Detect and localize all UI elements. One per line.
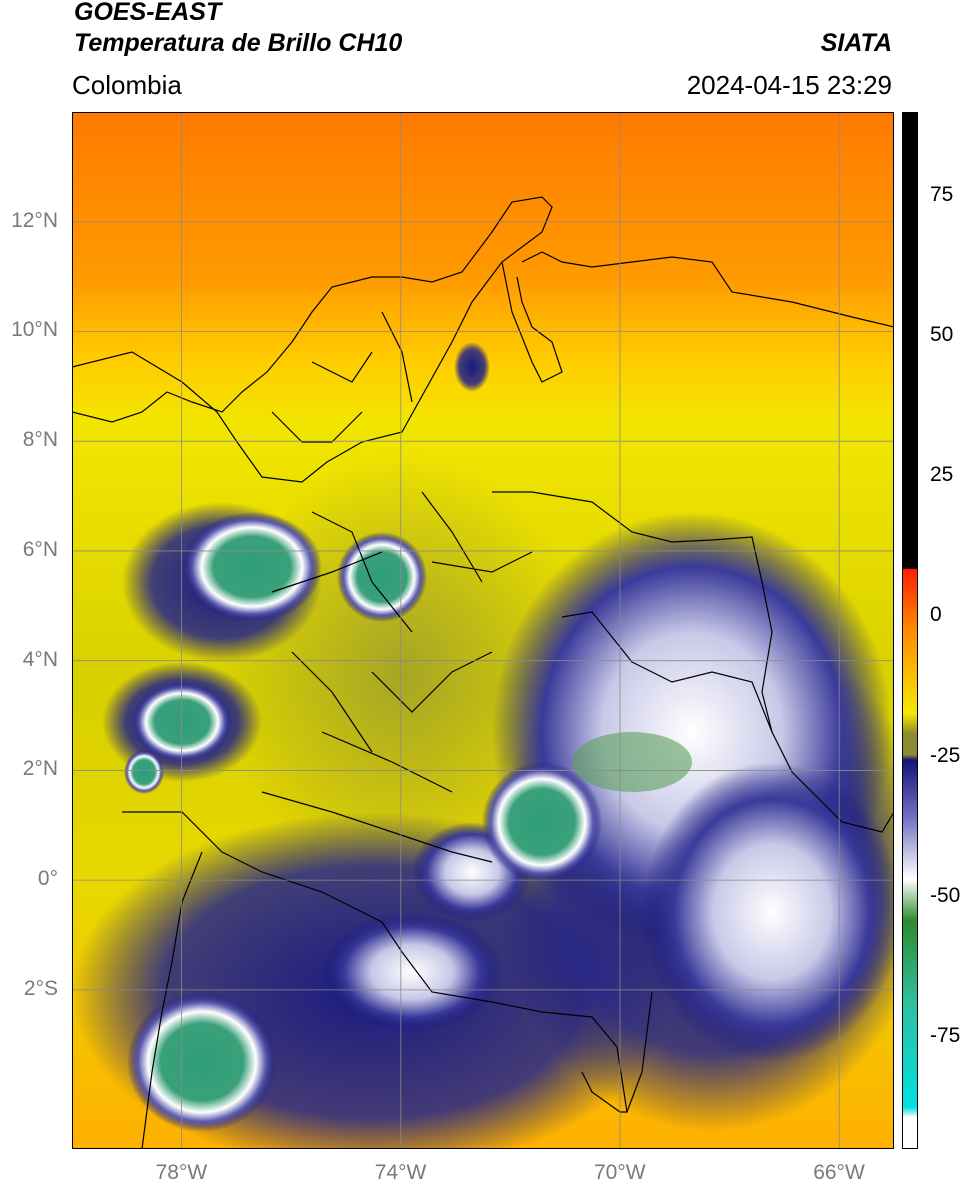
datetime-label: 2024-04-15 23:29 [686,70,892,100]
colorbar [902,112,918,1149]
colorbar-tick-label: -50 [930,883,961,907]
lat-tick-label: 4°N [22,647,58,671]
lat-tick-label: 12°N [11,208,58,232]
cloud-field [72,342,894,1149]
lat-tick-label: 8°N [22,428,58,452]
colorbar-tick-label: -25 [930,743,961,767]
lat-tick-label: 2°N [22,757,58,781]
lon-tick-label: 74°W [374,1161,427,1184]
lat-tick-label: 10°N [11,318,58,342]
colorbar-tick-label: 50 [930,323,954,347]
borders [72,196,894,1149]
colorbar-tick-label: 25 [930,463,954,487]
satellite-title: GOES-EAST [74,0,222,26]
region-label: Colombia [72,70,182,100]
map-frame [72,112,894,1149]
product-title: Temperatura de Brillo CH10 [74,29,403,57]
lon-tick-label: 70°W [594,1161,646,1184]
lat-tick-label: 0° [37,867,58,891]
colorbar-tick-label: -75 [930,1023,961,1047]
colorbar-tick-label: 0 [930,603,942,627]
gridlines [72,112,894,1149]
lon-tick-label: 66°W [813,1161,865,1184]
storm-cells [124,512,602,1132]
organization-label: SIATA [820,29,892,57]
satellite-map[interactable] [72,112,894,1149]
lat-tick-label: 6°N [22,537,58,561]
lon-tick-label: 78°W [155,1161,208,1184]
colorbar-tick-label: 75 [930,183,954,207]
colorbar-gradient [902,112,918,1149]
lat-tick-label: 2°S [23,976,58,1000]
